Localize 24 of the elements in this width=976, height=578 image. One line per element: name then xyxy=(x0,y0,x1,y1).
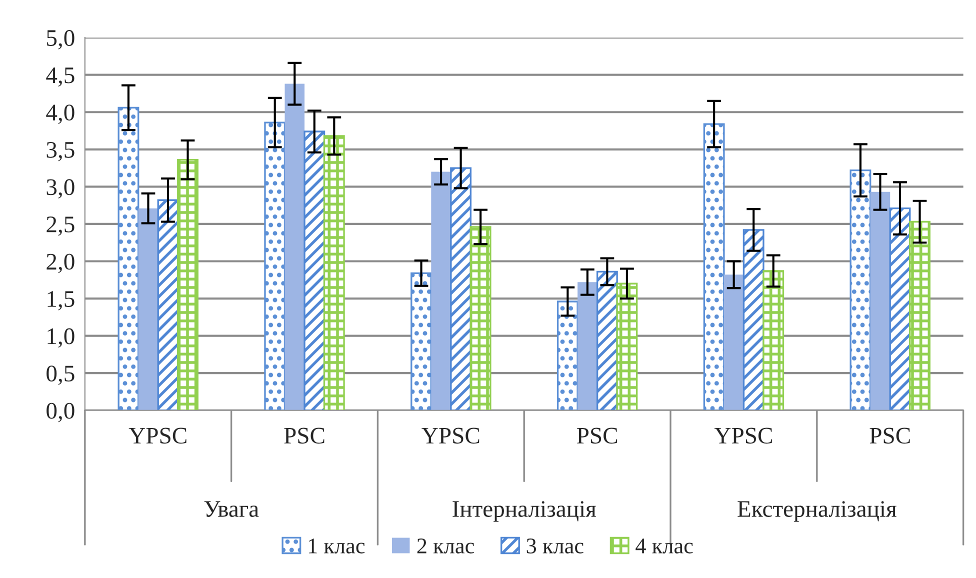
y-tick-label: 3,0 xyxy=(46,179,74,199)
legend-label: 2 клас xyxy=(417,538,474,554)
y-tick-label: 5,0 xyxy=(47,30,74,50)
x-tick-label: PSC xyxy=(870,428,910,444)
x-tick-label: YPSC xyxy=(422,428,480,444)
x-tick-label: PSC xyxy=(576,428,618,444)
x-tick-label: YPSC xyxy=(714,428,772,444)
x-tick-label: YPSC xyxy=(128,428,186,444)
x-tick-label: PSC xyxy=(284,428,324,444)
y-tick-label: 2,0 xyxy=(46,254,74,274)
y-tick-label: 3,5 xyxy=(46,142,74,162)
text: Інтерналізація xyxy=(452,501,596,522)
y-tick-label: 0,0 xyxy=(46,402,74,422)
y-tick-label: 1,0 xyxy=(48,328,74,348)
y-tick-label: 2,5 xyxy=(46,216,74,236)
text: Екстерналізація xyxy=(738,501,896,522)
legend-label: 3 клас xyxy=(526,538,584,554)
legend-label: 4 клас xyxy=(636,538,693,554)
y-tick-label: 1,5 xyxy=(48,291,74,310)
y-tick-label: 4,5 xyxy=(46,68,74,87)
y-tick-label: 4,0 xyxy=(46,104,74,124)
y-tick-label: 0,5 xyxy=(46,366,74,385)
legend-label: 1 клас xyxy=(308,538,365,554)
text: Увага xyxy=(204,501,259,517)
